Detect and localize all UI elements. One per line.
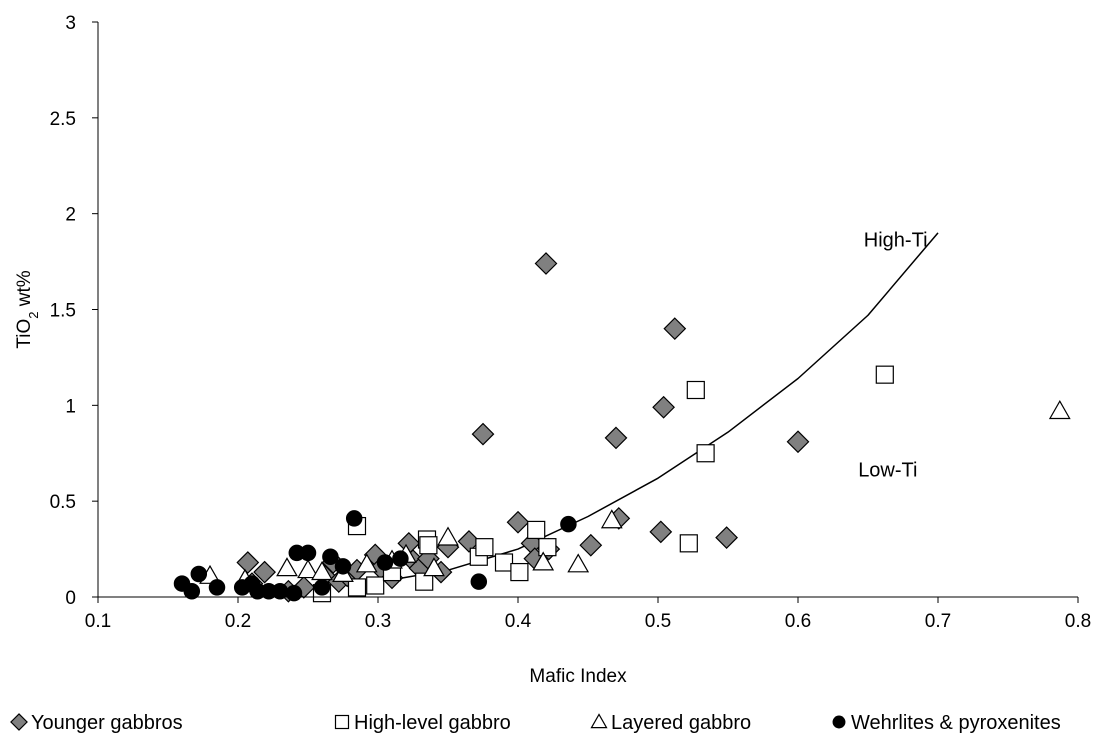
legend-item: High-level gabbro xyxy=(334,712,511,734)
legend-item: Layered gabbro xyxy=(590,712,751,734)
data-point xyxy=(527,520,546,540)
data-point xyxy=(679,534,698,553)
y-tick-label: 0.5 xyxy=(50,492,76,513)
legend-marker xyxy=(10,713,28,731)
data-point xyxy=(392,550,409,567)
annotations: High-Ti Low-Ti xyxy=(858,229,927,481)
data-point xyxy=(437,526,459,546)
data-point xyxy=(253,560,276,584)
data-point xyxy=(470,573,488,590)
legend-marker xyxy=(334,714,350,730)
data-point xyxy=(494,553,514,572)
legend: Younger gabbros High-level gabbro Layered … xyxy=(10,712,1061,734)
data-point xyxy=(457,530,481,553)
data-point xyxy=(532,551,555,571)
data-point xyxy=(686,380,705,400)
data-point xyxy=(322,548,339,565)
x-tick-label: 0.2 xyxy=(225,611,251,632)
legend-label: Wehrlites & pyroxenites xyxy=(851,712,1061,734)
y-tick-label: 0 xyxy=(65,588,76,609)
data-point xyxy=(423,557,445,577)
series-diamond xyxy=(236,252,810,603)
x-tick-label: 0.8 xyxy=(1065,611,1091,632)
y-tick-label: 3 xyxy=(65,13,76,34)
legend-label: Younger gabbros xyxy=(31,712,183,734)
data-point xyxy=(560,515,577,533)
data-point xyxy=(875,365,894,384)
legend-item: Wehrlites & pyroxenites xyxy=(832,712,1061,734)
legend-label: High-level gabbro xyxy=(354,712,511,734)
data-point xyxy=(715,526,738,549)
y-tick-label: 1 xyxy=(65,396,76,417)
data-point xyxy=(345,510,363,527)
data-point xyxy=(604,426,628,450)
y-tick-label: 2.5 xyxy=(50,109,76,130)
data-point xyxy=(376,554,394,571)
data-point xyxy=(600,509,623,529)
legend-item: Younger gabbros xyxy=(10,712,183,734)
data-point xyxy=(297,559,319,579)
data-point xyxy=(506,510,530,534)
data-point xyxy=(471,422,495,446)
data-point xyxy=(355,553,378,573)
legend-marker xyxy=(590,713,608,729)
data-point xyxy=(510,562,529,582)
data-point xyxy=(276,557,298,577)
y-tick-label: 1.5 xyxy=(50,301,76,322)
x-tick-label: 0.1 xyxy=(85,611,111,632)
region-label: High-Ti xyxy=(864,229,928,251)
y-axis-title-sub: 2 xyxy=(26,312,41,319)
region-label: Low-Ti xyxy=(858,459,917,481)
legend-label: Layered gabbro xyxy=(611,712,751,734)
data-point xyxy=(208,579,226,596)
series-circle xyxy=(173,510,577,602)
x-tick-label: 0.6 xyxy=(785,611,811,632)
x-axis-title: Mafic Index xyxy=(529,666,627,687)
data-point xyxy=(366,576,385,595)
data-point xyxy=(236,551,260,574)
data-point xyxy=(334,558,352,575)
y-axis-title: TiO2 wt% xyxy=(14,270,41,348)
y-axis-title-rest: wt% xyxy=(14,270,35,311)
data-point xyxy=(1048,400,1071,420)
x-tick-label: 0.7 xyxy=(925,611,951,632)
data-point xyxy=(567,553,590,573)
data-point xyxy=(534,252,558,275)
data-point xyxy=(313,579,331,596)
data-point xyxy=(285,584,303,602)
axes: 0.1 0.2 0.3 0.4 0.5 0.6 0.7 0.8 0 0.5 1 1.5 2 2.5 3 xyxy=(50,13,1092,632)
data-point xyxy=(299,544,317,562)
data-point xyxy=(347,578,367,597)
data-point xyxy=(190,565,208,583)
x-tick-label: 0.4 xyxy=(505,611,532,632)
y-tick-label: 2 xyxy=(65,205,76,226)
x-tick-label: 0.3 xyxy=(365,611,391,632)
data-point xyxy=(649,520,673,544)
data-point xyxy=(663,317,687,341)
legend-marker xyxy=(832,715,846,729)
data-marks xyxy=(173,252,1071,603)
x-tick-label: 0.5 xyxy=(645,611,671,632)
data-point xyxy=(415,572,434,591)
data-point xyxy=(419,536,438,555)
y-axis-title-main: TiO xyxy=(14,319,35,349)
data-point xyxy=(538,538,557,557)
data-point xyxy=(475,538,494,557)
data-point xyxy=(696,444,715,463)
data-point xyxy=(183,582,201,600)
data-point xyxy=(579,533,603,557)
data-point xyxy=(652,395,675,419)
data-point xyxy=(786,430,810,454)
